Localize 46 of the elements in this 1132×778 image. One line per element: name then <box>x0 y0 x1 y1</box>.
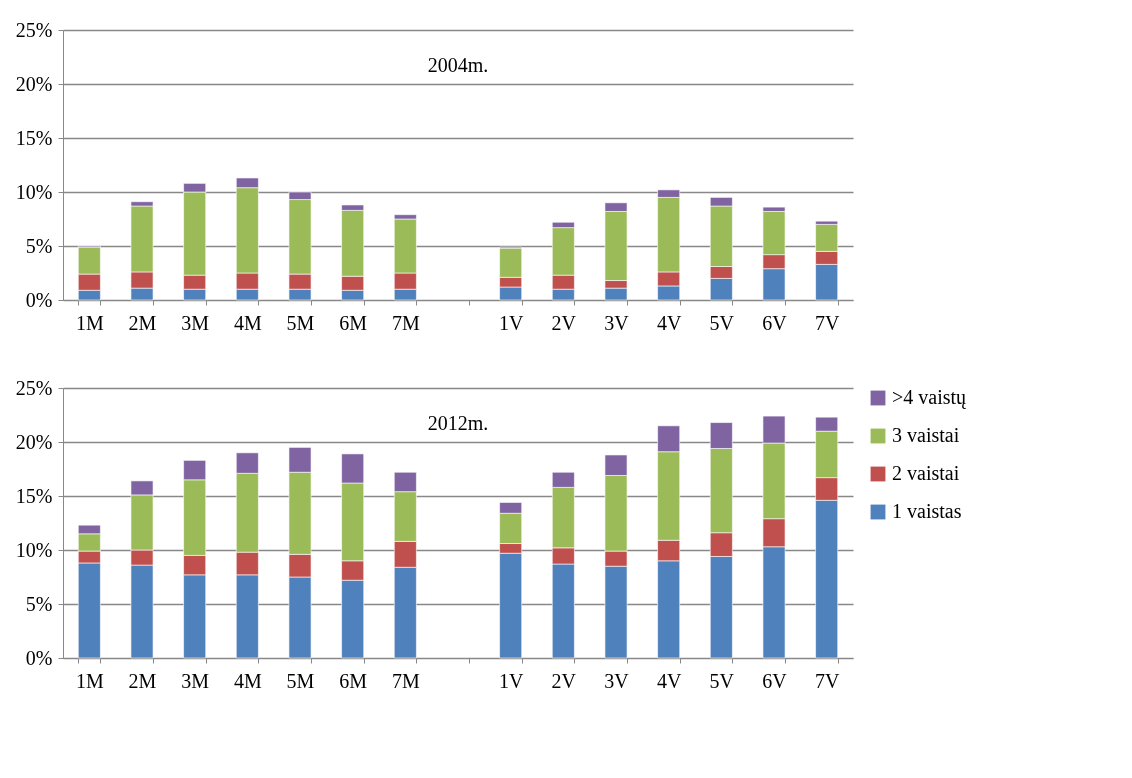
legend-label: 2 vaistai <box>892 462 960 484</box>
x-tick-label: 2V <box>551 311 577 334</box>
x-tick-label: 7M <box>391 669 420 692</box>
legend-label: 1 vaistas <box>892 500 962 522</box>
x-tick-label: 2M <box>128 669 157 692</box>
x-tick-label: 6V <box>762 311 788 334</box>
x-tick-label: 4M <box>233 311 262 334</box>
legend-label: >4 vaistų <box>892 386 968 409</box>
annotation: 2004m. <box>427 54 489 76</box>
x-tick-label: 1V <box>498 311 524 334</box>
x-tick-label: 3V <box>604 669 630 692</box>
y-tick-label: 25% <box>15 376 53 399</box>
x-tick-label: 4M <box>233 669 262 692</box>
x-tick-label: 6M <box>339 669 368 692</box>
legend-label: 3 vaistai <box>892 424 960 446</box>
y-tick-label: 10% <box>15 180 53 203</box>
y-tick-label: 20% <box>15 72 53 95</box>
x-tick-label: 3V <box>604 311 630 334</box>
x-tick-label: 5M <box>286 669 315 692</box>
x-tick-label: 3M <box>181 669 210 692</box>
y-tick-label: 5% <box>25 592 53 615</box>
y-tick-label: 10% <box>15 538 53 561</box>
y-tick-label: 15% <box>15 484 53 507</box>
x-tick-label: 4V <box>656 311 682 334</box>
x-tick-label: 6M <box>339 311 368 334</box>
x-tick-label: 5M <box>286 311 315 334</box>
x-tick-label: 7V <box>814 669 840 692</box>
y-tick-label: 20% <box>15 430 53 453</box>
x-tick-label: 1V <box>498 669 524 692</box>
x-tick-label: 5V <box>709 669 735 692</box>
x-tick-label: 3M <box>181 311 210 334</box>
x-tick-label: 5V <box>709 311 735 334</box>
x-tick-label: 4V <box>656 669 682 692</box>
y-tick-label: 0% <box>25 288 53 311</box>
x-tick-label: 1M <box>75 669 104 692</box>
x-tick-label: 6V <box>762 669 788 692</box>
x-tick-label: 7V <box>814 311 840 334</box>
x-tick-label: 2V <box>551 669 577 692</box>
y-tick-label: 0% <box>25 646 53 669</box>
x-tick-label: 1M <box>75 311 104 334</box>
y-tick-label: 25% <box>15 18 53 41</box>
x-tick-label: 2M <box>128 311 157 334</box>
y-tick-label: 15% <box>15 126 53 149</box>
annotation: 2012m. <box>427 412 489 434</box>
x-tick-label: 7M <box>391 311 420 334</box>
y-tick-label: 5% <box>25 234 53 257</box>
